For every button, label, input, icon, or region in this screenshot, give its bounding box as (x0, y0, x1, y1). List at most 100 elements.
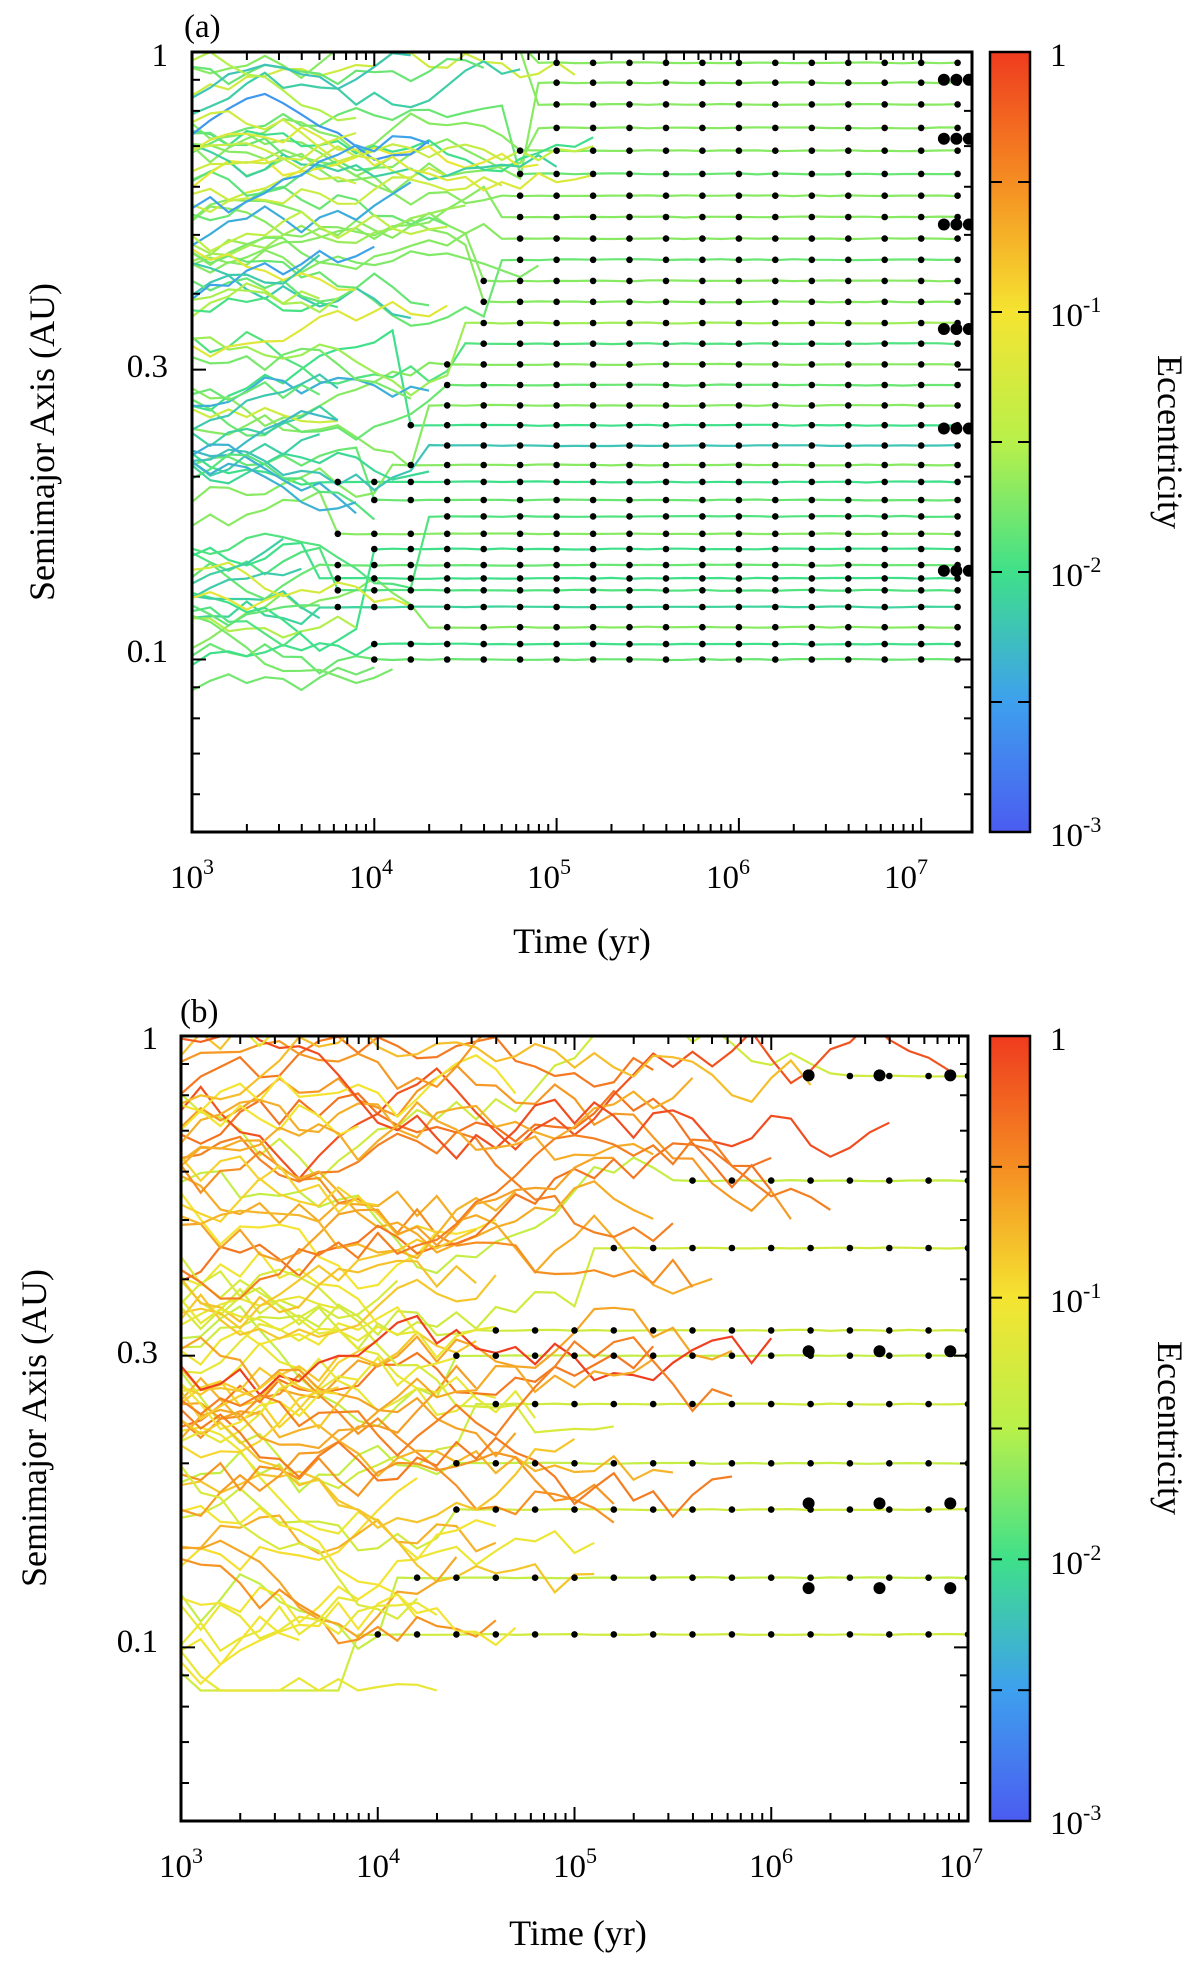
panel-b-markers (374, 1069, 968, 1638)
final-planet-marker (937, 73, 950, 86)
planet-marker (371, 496, 378, 504)
orbit-track (192, 404, 339, 448)
planet-marker (845, 170, 852, 178)
final-planet-marker (873, 1582, 886, 1595)
planet-marker (772, 59, 779, 67)
planet-marker (807, 1400, 814, 1408)
planet-marker (626, 298, 633, 306)
planet-marker (881, 170, 888, 178)
planet-marker (589, 59, 597, 67)
planet-marker (881, 530, 888, 538)
planet-marker (662, 623, 670, 631)
planet-marker (846, 1506, 854, 1513)
planet-marker (767, 1506, 775, 1513)
planet-marker (699, 170, 706, 178)
planet-marker (699, 298, 706, 306)
orbit-track (181, 1192, 497, 1290)
final-planet-marker (937, 564, 950, 577)
planet-marker (845, 496, 852, 504)
planet-marker (334, 575, 342, 582)
planet-marker (735, 575, 743, 582)
orbit-track (181, 1314, 773, 1397)
planet-marker (925, 1352, 932, 1359)
planet-marker (772, 340, 779, 348)
planet-marker (735, 361, 743, 368)
planet-marker (808, 656, 816, 663)
planet-marker (699, 192, 706, 199)
planet-marker (553, 381, 560, 389)
orbit-track (192, 204, 466, 263)
planet-marker (334, 530, 342, 538)
planet-marker (480, 442, 488, 449)
planet-marker (846, 1177, 854, 1184)
x-tick-label: 106 (706, 854, 750, 896)
planet-marker (662, 340, 670, 348)
planet-marker (917, 277, 925, 285)
planet-marker (772, 478, 779, 486)
orbit-track (192, 254, 321, 285)
planet-marker (772, 513, 779, 520)
colorbar-tick-label: 10-2 (1050, 1540, 1101, 1582)
planet-marker (662, 442, 670, 449)
orbit-track (192, 52, 958, 107)
planet-marker (626, 192, 633, 199)
planet-marker (881, 442, 888, 449)
planet-marker (589, 124, 597, 132)
planet-marker (735, 496, 743, 504)
planet-marker (480, 277, 488, 285)
planet-marker (610, 1506, 618, 1513)
planet-marker (808, 235, 816, 242)
planet-marker (516, 530, 524, 538)
orbit-track (181, 1250, 379, 1326)
planet-marker (845, 640, 852, 648)
planet-marker (626, 256, 633, 264)
planet-marker (553, 575, 560, 582)
final-planet-marker (950, 73, 963, 86)
planet-marker (845, 545, 852, 553)
planet-marker (954, 235, 961, 242)
planet-marker (886, 1400, 893, 1408)
orbit-track (192, 125, 594, 192)
planet-marker (808, 421, 816, 429)
planet-marker (925, 1072, 932, 1080)
planet-marker (480, 587, 488, 594)
planet-marker (845, 101, 852, 108)
x-tick-label: 104 (349, 854, 393, 896)
planet-marker (808, 587, 816, 594)
planet-marker (925, 1177, 932, 1184)
final-planet-marker (950, 323, 963, 335)
planet-marker (649, 1244, 657, 1252)
planet-marker (735, 656, 743, 663)
planet-marker (407, 640, 415, 648)
final-planet-marker (937, 132, 950, 145)
planet-marker (917, 640, 925, 648)
planet-marker (626, 170, 633, 178)
planet-marker (735, 513, 743, 520)
planet-marker (626, 340, 633, 348)
planet-marker (699, 124, 706, 132)
planet-marker (808, 640, 816, 648)
planet-marker (881, 402, 888, 409)
planet-marker (917, 402, 925, 409)
planet-marker (589, 442, 597, 449)
planet-marker (626, 575, 633, 582)
planet-marker (845, 147, 852, 154)
orbit-track (192, 561, 958, 601)
orbit-track (181, 1298, 496, 1360)
planet-marker (925, 1574, 932, 1581)
planet-marker (735, 478, 743, 486)
planet-marker (516, 623, 524, 631)
planet-marker (626, 545, 633, 553)
planet-marker (699, 381, 706, 389)
planet-marker (516, 513, 524, 520)
planet-marker (662, 319, 670, 327)
planet-marker (772, 496, 779, 504)
planet-marker (516, 402, 524, 409)
planet-marker (917, 381, 925, 389)
planet-marker (845, 79, 852, 86)
planet-marker (662, 101, 670, 108)
planet-marker (845, 256, 852, 264)
planet-marker (516, 381, 524, 389)
orbit-track (192, 383, 958, 441)
planet-marker (808, 147, 816, 154)
